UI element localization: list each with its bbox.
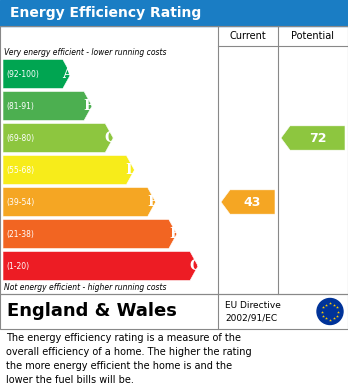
Polygon shape <box>3 251 198 280</box>
Text: (55-68): (55-68) <box>6 165 34 174</box>
Text: E: E <box>147 195 158 209</box>
Text: (1-20): (1-20) <box>6 262 29 271</box>
Text: 72: 72 <box>309 131 326 145</box>
Text: lower the fuel bills will be.: lower the fuel bills will be. <box>6 375 134 385</box>
Polygon shape <box>281 126 345 150</box>
Text: the more energy efficient the home is and the: the more energy efficient the home is an… <box>6 361 232 371</box>
Text: Not energy efficient - higher running costs: Not energy efficient - higher running co… <box>4 283 166 292</box>
Polygon shape <box>3 188 156 217</box>
Text: The energy efficiency rating is a measure of the: The energy efficiency rating is a measur… <box>6 333 241 343</box>
Text: G: G <box>189 259 201 273</box>
Bar <box>0 26 348 294</box>
Text: overall efficiency of a home. The higher the rating: overall efficiency of a home. The higher… <box>6 347 252 357</box>
Text: England & Wales: England & Wales <box>7 303 177 321</box>
Bar <box>0 294 348 329</box>
Text: Very energy efficient - lower running costs: Very energy efficient - lower running co… <box>4 48 166 57</box>
Polygon shape <box>221 190 275 214</box>
Polygon shape <box>3 124 113 152</box>
Polygon shape <box>3 91 92 120</box>
Text: F: F <box>169 227 179 241</box>
Text: (81-91): (81-91) <box>6 102 34 111</box>
Text: EU Directive
2002/91/EC: EU Directive 2002/91/EC <box>225 301 281 322</box>
Text: D: D <box>125 163 137 177</box>
Polygon shape <box>3 219 177 249</box>
Text: Potential: Potential <box>292 31 334 41</box>
Polygon shape <box>3 156 134 185</box>
Text: C: C <box>105 131 116 145</box>
Text: 43: 43 <box>244 196 261 208</box>
Text: (92-100): (92-100) <box>6 70 39 79</box>
Polygon shape <box>3 59 71 88</box>
Text: (21-38): (21-38) <box>6 230 34 239</box>
Text: (69-80): (69-80) <box>6 133 34 142</box>
Circle shape <box>317 298 343 325</box>
Text: Current: Current <box>230 31 266 41</box>
Bar <box>0 0 348 26</box>
Text: Energy Efficiency Rating: Energy Efficiency Rating <box>10 6 201 20</box>
Text: (39-54): (39-54) <box>6 197 34 206</box>
Text: A: A <box>62 67 73 81</box>
Text: B: B <box>83 99 95 113</box>
